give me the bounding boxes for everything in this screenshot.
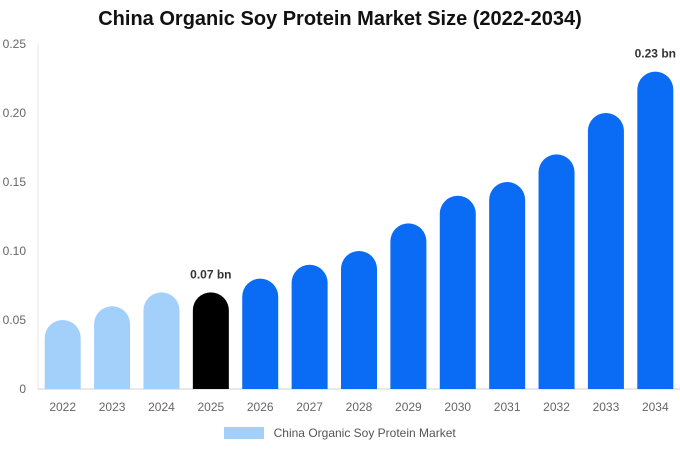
x-tick-label: 2025	[197, 400, 224, 414]
x-tick-label: 2028	[346, 400, 373, 414]
x-tick-label: 2024	[148, 400, 175, 414]
legend[interactable]: China Organic Soy Protein Market	[0, 425, 680, 440]
bar-2027	[291, 264, 328, 389]
chart-title: China Organic Soy Protein Market Size (2…	[98, 8, 582, 30]
x-tick-label: 2034	[642, 400, 669, 414]
y-tick-label: 0.05	[3, 313, 27, 327]
bar-2034	[637, 71, 674, 389]
bar-2032	[538, 154, 575, 389]
bar-2026	[242, 278, 279, 389]
y-tick-label: 0.25	[3, 37, 27, 51]
x-tick-label: 2023	[99, 400, 126, 414]
bar-2023	[94, 306, 131, 389]
y-tick-label: 0.20	[3, 106, 27, 120]
bar-2022	[44, 320, 81, 389]
legend-label: China Organic Soy Protein Market	[273, 425, 456, 440]
x-tick-label: 2029	[395, 400, 422, 414]
data-label: 0.23 bn	[635, 47, 676, 61]
bar-2028	[341, 251, 377, 389]
y-tick-label: 0.10	[3, 244, 27, 258]
bar-2029	[390, 223, 427, 389]
bar-2030	[439, 195, 476, 389]
bar-2033	[587, 113, 624, 389]
x-tick-label: 2032	[543, 400, 570, 414]
y-tick-label: 0	[19, 382, 26, 396]
x-tick-label: 2026	[247, 400, 274, 414]
bar-2031	[489, 181, 526, 389]
data-label: 0.07 bn	[190, 267, 231, 281]
x-tick-label: 2022	[49, 400, 76, 414]
bar-2025	[192, 292, 229, 389]
bar-2024	[143, 292, 180, 389]
legend-swatch	[224, 426, 265, 439]
x-tick-label: 2033	[593, 400, 620, 414]
y-tick-label: 0.15	[3, 175, 27, 189]
x-tick-label: 2031	[494, 400, 521, 414]
x-tick-label: 2030	[444, 400, 471, 414]
x-tick-label: 2027	[296, 400, 323, 414]
